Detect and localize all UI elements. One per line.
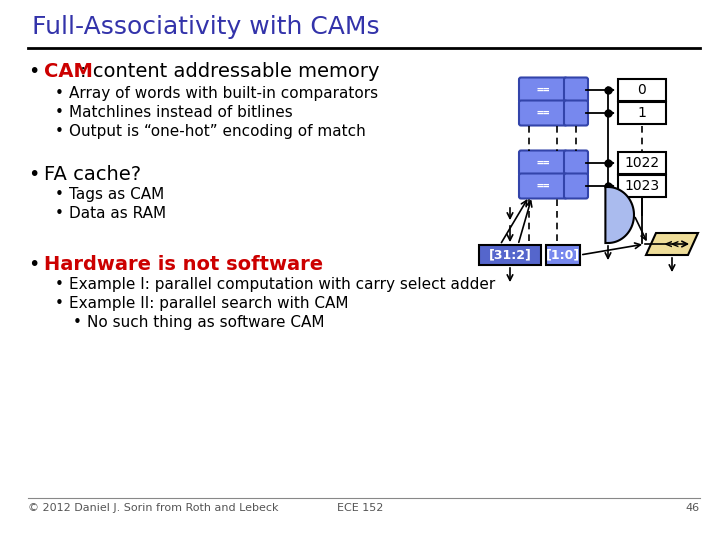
Text: 46: 46 [686, 503, 700, 513]
Text: •: • [55, 86, 64, 101]
Text: Tags as CAM: Tags as CAM [69, 187, 164, 202]
FancyBboxPatch shape [519, 151, 567, 176]
Text: Example II: parallel search with CAM: Example II: parallel search with CAM [69, 296, 348, 311]
Text: <<: << [665, 238, 680, 251]
Text: 0: 0 [638, 83, 647, 97]
Text: Full-Associativity with CAMs: Full-Associativity with CAMs [32, 15, 379, 39]
Text: •: • [73, 315, 82, 330]
Text: Matchlines instead of bitlines: Matchlines instead of bitlines [69, 105, 293, 120]
Text: FA cache?: FA cache? [44, 165, 141, 184]
Bar [479, 245, 541, 265]
Text: [1:0]: [1:0] [546, 248, 580, 261]
Bar [618, 102, 666, 124]
Text: •: • [55, 187, 64, 202]
Text: •: • [55, 124, 64, 139]
Polygon shape [646, 233, 698, 255]
Polygon shape [606, 187, 634, 243]
Text: 1022: 1022 [624, 156, 660, 170]
Text: •: • [55, 277, 64, 292]
FancyBboxPatch shape [519, 78, 567, 103]
Text: ==: == [536, 158, 550, 168]
Bar [618, 79, 666, 101]
Text: ==: == [536, 85, 550, 95]
Text: Example I: parallel computation with carry select adder: Example I: parallel computation with car… [69, 277, 495, 292]
Text: Output is “one-hot” encoding of match: Output is “one-hot” encoding of match [69, 124, 366, 139]
Text: © 2012 Daniel J. Sorin from Roth and Lebeck: © 2012 Daniel J. Sorin from Roth and Leb… [28, 503, 279, 513]
FancyBboxPatch shape [519, 100, 567, 125]
Text: •: • [55, 105, 64, 120]
Text: : content addressable memory: : content addressable memory [80, 62, 379, 81]
Text: •: • [28, 255, 40, 274]
Text: ECE 152: ECE 152 [337, 503, 383, 513]
Text: •: • [55, 296, 64, 311]
FancyBboxPatch shape [519, 173, 567, 199]
Bar [618, 175, 666, 197]
Text: Array of words with built-in comparators: Array of words with built-in comparators [69, 86, 378, 101]
Text: No such thing as software CAM: No such thing as software CAM [87, 315, 325, 330]
FancyBboxPatch shape [564, 78, 588, 103]
Text: 1023: 1023 [624, 179, 660, 193]
Bar [546, 245, 580, 265]
Text: Data as RAM: Data as RAM [69, 206, 166, 221]
Text: ==: == [536, 108, 550, 118]
Text: ==: == [536, 181, 550, 191]
FancyBboxPatch shape [564, 100, 588, 125]
Text: •: • [28, 62, 40, 81]
Text: Hardware is not software: Hardware is not software [44, 255, 323, 274]
Text: CAM: CAM [44, 62, 93, 81]
Text: •: • [55, 206, 64, 221]
Bar [618, 152, 666, 174]
Text: •: • [28, 165, 40, 184]
FancyBboxPatch shape [564, 151, 588, 176]
FancyBboxPatch shape [564, 173, 588, 199]
Text: [31:2]: [31:2] [489, 248, 531, 261]
Text: 1: 1 [638, 106, 647, 120]
